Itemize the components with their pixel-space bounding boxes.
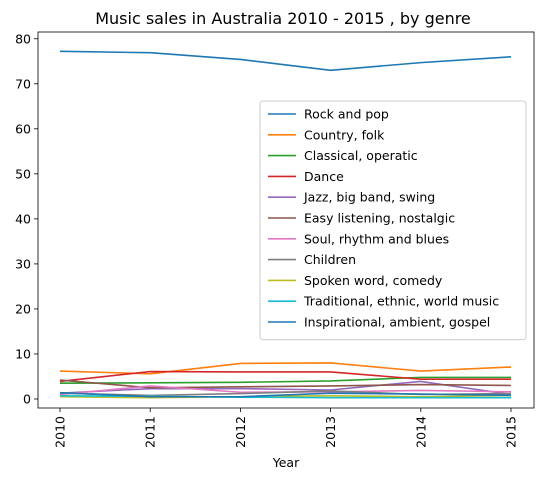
x-axis: 2010 2011 2012 2013 2014 2015 (53, 408, 519, 448)
y-tick-label: 50 (15, 166, 31, 181)
legend: Rock and pop Country, folk Classical, oper… (259, 100, 527, 341)
y-tick-label: 30 (15, 256, 31, 271)
legend-label-jazz-big-band-swing: Jazz, big band, swing (303, 190, 435, 205)
y-tick-label: 70 (15, 76, 31, 91)
legend-label-rock-and-pop: Rock and pop (304, 107, 389, 122)
legend-label-classical-operatic: Classical, operatic (304, 148, 418, 163)
series-line-spoken-word-comedy (59, 394, 512, 399)
x-tick-label: 2011 (143, 416, 158, 448)
x-tick-label: 2014 (413, 416, 428, 448)
y-tick-label: 20 (15, 301, 31, 316)
legend-label-soul-rhythm-and-blues: Soul, rhythm and blues (304, 231, 449, 246)
y-tick-label: 10 (15, 346, 31, 361)
chart-title: Music sales in Australia 2010 - 2015 , b… (95, 9, 471, 28)
x-tick-label: 2015 (504, 416, 519, 448)
legend-label-country-folk: Country, folk (304, 127, 385, 142)
legend-label-dance: Dance (304, 169, 344, 184)
legend-label-easy-listening-nostalgic: Easy listening, nostalgic (304, 211, 455, 226)
series-line-inspirational-ambient-gospel (59, 391, 512, 398)
plot-frame (37, 31, 535, 409)
x-tick-label: 2013 (323, 416, 338, 448)
y-tick-label: 0 (23, 391, 31, 406)
y-axis: 0 10 20 30 40 50 60 70 80 (15, 31, 38, 406)
plot-lines (59, 50, 512, 399)
legend-label-traditional-ethnic-world-music: Traditional, ethnic, world music (303, 294, 499, 309)
y-tick-label: 80 (15, 31, 31, 46)
series-line-rock-and-pop (59, 50, 512, 72)
legend-label-children: Children (304, 252, 356, 267)
x-axis-label: Year (272, 455, 300, 470)
series-line-classical-operatic (59, 376, 511, 385)
y-tick-label: 40 (15, 211, 31, 226)
series-line-dance (59, 370, 511, 383)
y-tick-label: 60 (15, 121, 31, 136)
legend-label-spoken-word-comedy: Spoken word, comedy (304, 273, 443, 288)
series-line-jazz-big-band-swing (59, 380, 512, 396)
series-line-easy-listening-nostalgic (59, 379, 512, 389)
legend-label-inspirational-ambient-gospel: Inspirational, ambient, gospel (304, 315, 490, 330)
legend-box (259, 100, 527, 341)
x-tick-label: 2010 (53, 416, 68, 448)
x-tick-label: 2012 (233, 416, 248, 448)
